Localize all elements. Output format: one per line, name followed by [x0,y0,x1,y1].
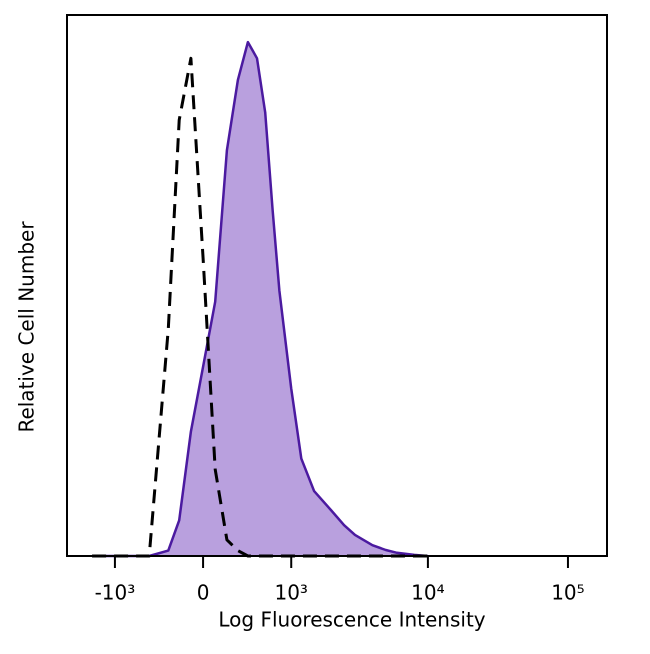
x-tick-label: 10³ [274,581,307,605]
x-tick-label: 0 [197,581,210,605]
histogram-line [92,40,429,558]
x-tick-label: 10⁵ [551,581,584,605]
x-tick-label: -10³ [95,581,136,605]
y-axis-label: Relative Cell Number [15,221,39,433]
plot-frame [66,14,608,557]
area [92,42,428,557]
x-tick-label: 10⁴ [411,581,444,605]
x-axis-label: Log Fluorescence Intensity [218,608,485,632]
